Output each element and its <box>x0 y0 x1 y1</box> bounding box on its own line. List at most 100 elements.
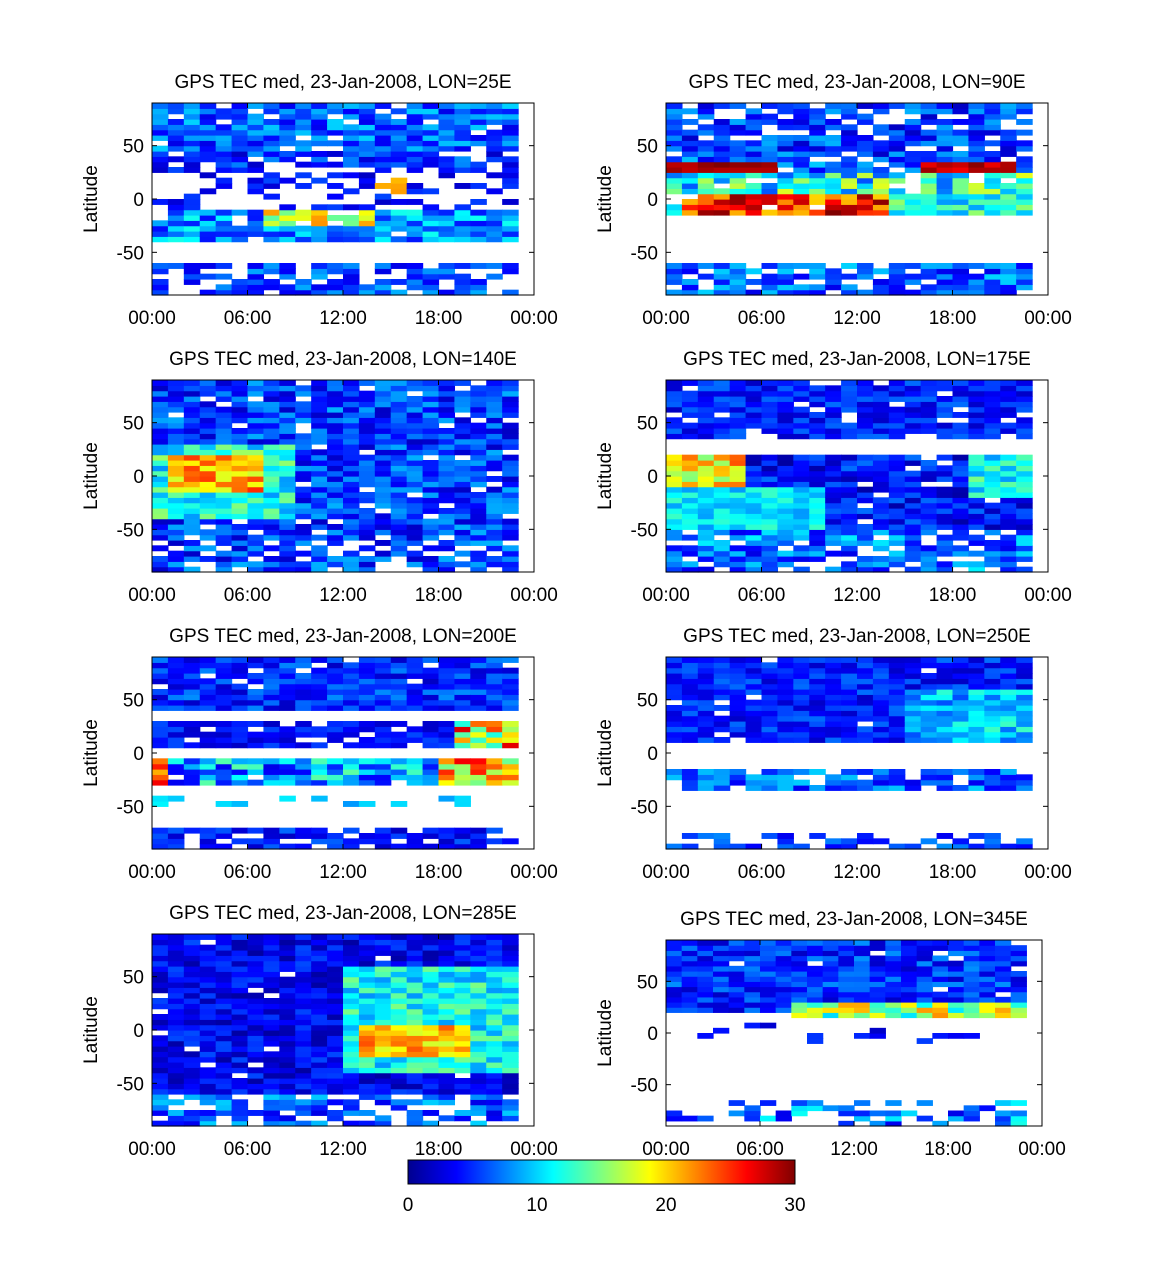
heatmap-cell <box>183 667 201 674</box>
heatmap-cell <box>167 401 185 408</box>
heatmap-cell <box>215 667 233 674</box>
heatmap-cell <box>374 689 392 695</box>
heatmap-cell <box>152 699 169 706</box>
heatmap-cell <box>183 396 201 402</box>
heatmap-cell <box>374 550 392 557</box>
heatmap-cell <box>729 385 747 392</box>
heatmap-cell <box>697 177 715 184</box>
heatmap-cell <box>920 694 938 701</box>
heatmap-cell <box>777 673 794 679</box>
heatmap-cell <box>295 417 312 424</box>
heatmap-cell <box>697 428 715 434</box>
heatmap-cell <box>215 1030 233 1036</box>
heatmap-cell <box>745 715 763 722</box>
heatmap-cell <box>995 1012 1012 1019</box>
colorbar-tick-1: 10 <box>526 1195 547 1216</box>
heatmap-cell <box>358 960 376 967</box>
heatmap-cell <box>793 476 810 482</box>
heatmap-cell <box>486 497 503 504</box>
heatmap-cell <box>454 433 471 440</box>
heatmap-cell <box>295 950 312 956</box>
heatmap-cell <box>231 380 249 386</box>
heatmap-cell <box>231 145 249 152</box>
heatmap-cell <box>406 1003 424 1010</box>
heatmap-cell <box>390 667 408 674</box>
heatmap-cell <box>968 284 985 291</box>
heatmap-cell <box>422 667 440 674</box>
heatmap-cell <box>438 460 456 466</box>
heatmap-cell <box>167 944 185 951</box>
heatmap-cell <box>809 481 826 488</box>
heatmap-cell <box>486 151 503 157</box>
heatmap-cell <box>263 172 280 179</box>
heatmap-cell <box>936 151 954 157</box>
heatmap-cell <box>199 667 217 674</box>
y-tick-label: -50 <box>117 243 144 264</box>
heatmap-cell <box>390 209 408 216</box>
heatmap-cell <box>666 177 683 184</box>
heatmap-cell <box>167 199 185 205</box>
heatmap-cell <box>215 209 233 216</box>
heatmap-cell <box>952 657 970 663</box>
heatmap-cell <box>809 140 826 147</box>
heatmap-cell <box>454 215 471 221</box>
heatmap-cell <box>454 1003 471 1010</box>
heatmap-cell <box>486 827 503 834</box>
heatmap-cell <box>729 710 747 717</box>
heatmap-cell <box>729 263 747 269</box>
heatmap-cell <box>888 284 906 291</box>
heatmap-cell <box>809 289 826 296</box>
heatmap-cell <box>936 550 954 557</box>
heatmap-cell <box>666 380 683 386</box>
heatmap-cell <box>904 492 922 498</box>
heatmap-cell <box>793 508 810 514</box>
heatmap-cell <box>422 689 440 695</box>
heatmap-cell <box>327 263 344 269</box>
heatmap-cell <box>697 971 714 977</box>
heatmap-cell <box>791 976 808 982</box>
heatmap-cell <box>199 135 217 141</box>
heatmap-cell <box>502 412 519 418</box>
heatmap-cell <box>406 460 424 466</box>
heatmap-cell <box>729 731 747 738</box>
heatmap-cell <box>343 731 360 738</box>
heatmap-cell <box>857 417 874 424</box>
heatmap-cell <box>406 561 424 568</box>
heatmap-cell <box>979 996 996 1003</box>
heatmap-cell <box>697 667 715 674</box>
heatmap-cell <box>920 518 938 525</box>
heatmap-cell <box>666 710 683 717</box>
heatmap-cell <box>681 524 699 530</box>
heatmap-cell <box>470 556 487 562</box>
heatmap-cell <box>486 1088 503 1095</box>
heatmap-cell <box>279 433 296 440</box>
heatmap-cell <box>231 454 249 461</box>
heatmap-cell <box>1016 417 1033 424</box>
heatmap-cell <box>502 156 519 163</box>
heatmap-cell <box>470 1062 487 1068</box>
heatmap-cell <box>872 417 890 424</box>
heatmap-cell <box>666 156 683 163</box>
heatmap-cell <box>761 774 779 781</box>
heatmap-cell <box>311 231 328 237</box>
heatmap-cell <box>968 476 985 482</box>
heatmap-cell <box>374 156 392 163</box>
heatmap-cell <box>745 561 763 568</box>
heatmap-cell <box>745 151 763 157</box>
heatmap-cell <box>809 657 826 663</box>
heatmap-cell <box>295 129 312 136</box>
heatmap-cell <box>183 987 201 994</box>
heatmap-cell <box>199 497 217 504</box>
heatmap-cell <box>936 412 954 418</box>
heatmap-cell <box>374 183 392 189</box>
heatmap-cell <box>920 209 938 216</box>
heatmap-cell <box>327 161 344 168</box>
heatmap-cell <box>199 417 217 424</box>
heatmap-cell <box>438 401 456 408</box>
heatmap-cell <box>809 385 826 392</box>
heatmap-cell <box>872 678 890 685</box>
heatmap-cell <box>438 172 456 179</box>
heatmap-cell <box>697 945 714 951</box>
heatmap-cell <box>761 561 779 568</box>
heatmap-cell <box>729 460 747 466</box>
